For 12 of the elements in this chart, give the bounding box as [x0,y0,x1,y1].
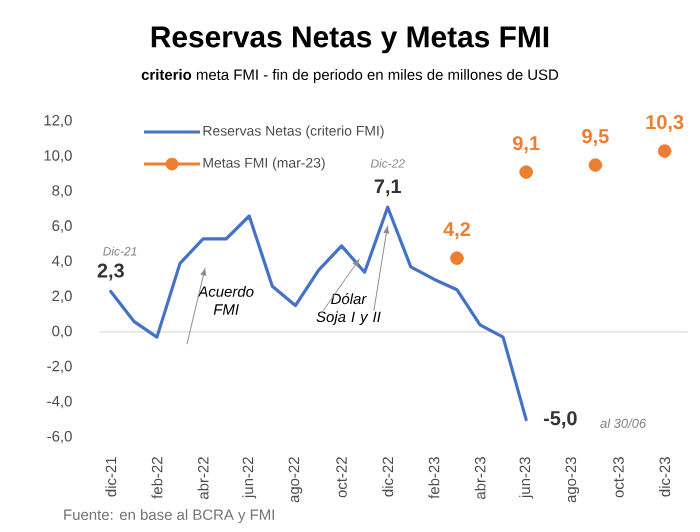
point [450,251,464,265]
data-label: -5,0 [543,411,577,429]
data-label: 2,3 [97,263,124,281]
data-label: 7,1 [374,179,401,197]
point [657,144,672,158]
data-label: 4,2 [443,222,470,240]
point [588,158,603,172]
point [519,165,533,179]
data-label: 9,5 [582,129,609,147]
chart-title: Reservas Netas y Metas FMI [151,26,549,54]
data-label: 10,3 [646,115,684,133]
data-label: 9,1 [513,136,540,154]
